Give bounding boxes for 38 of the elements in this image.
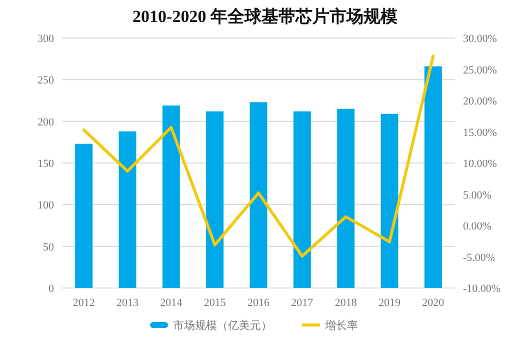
y-tick-label: 50 [43, 241, 54, 254]
chart-title: 2010-2020 年全球基带芯片市场规模 [132, 7, 398, 26]
bar [206, 111, 224, 288]
bar [337, 108, 355, 288]
x-tick-label: 2016 [248, 297, 270, 309]
y-tick-label: 300 [38, 33, 54, 45]
y-tick-label: 100 [38, 200, 54, 212]
bar [118, 131, 136, 288]
y2-tick-label: 5.00% [463, 189, 492, 202]
y2-tick-label: 20.00% [463, 96, 497, 108]
y-tick-label: 150 [38, 158, 54, 170]
bar [424, 66, 442, 288]
x-tick-label: 2012 [72, 297, 95, 309]
bar [250, 102, 268, 288]
y-tick-label: 0 [48, 283, 54, 295]
y2-tick-label: 10.00% [463, 158, 497, 170]
y-tick-label: 200 [38, 116, 54, 128]
y2-tick-label: 25.00% [463, 64, 497, 76]
x-tick-label: 2013 [116, 297, 139, 309]
line-series [82, 54, 435, 258]
x-tick-label: 2014 [160, 297, 183, 309]
x-tick-label: 2019 [378, 297, 401, 309]
x-tick-label: 2017 [291, 297, 314, 309]
bar [380, 114, 398, 288]
x-tick-label: 2015 [204, 297, 226, 309]
y2-tick-label: 30.00% [463, 33, 497, 45]
y2-tick-label: -5.00% [463, 252, 496, 264]
y2-tick-label: 15.00% [463, 126, 497, 139]
x-tick-label: 2020 [422, 297, 445, 309]
legend-label: 市场规模（亿美元） [173, 319, 272, 332]
bar [75, 144, 93, 288]
bar [293, 111, 311, 288]
legend-label: 增长率 [324, 319, 358, 332]
bar [162, 106, 180, 288]
y2-tick-label: -10.00% [463, 283, 501, 295]
y-tick-label: 250 [38, 74, 54, 87]
x-tick-label: 2018 [334, 297, 358, 309]
y2-tick-label: 0.00% [463, 220, 492, 232]
